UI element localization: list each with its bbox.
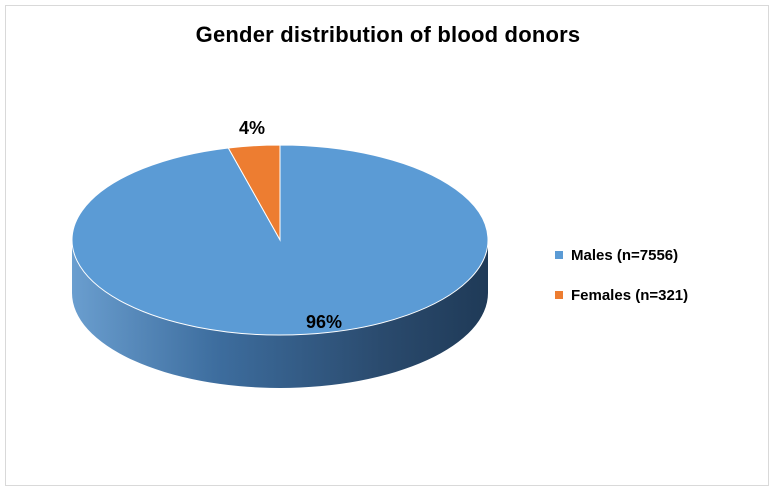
legend-item-females: Females (n=321): [555, 284, 688, 306]
data-label-females: 4%: [239, 118, 265, 138]
legend-swatch-males: [555, 251, 563, 259]
pie-slice-males: [71, 144, 489, 336]
legend-swatch-females: [555, 291, 563, 299]
legend: Males (n=7556) Females (n=321): [555, 244, 688, 324]
legend-label-females: Females (n=321): [571, 286, 689, 304]
data-label-males: 96%: [306, 312, 342, 332]
legend-label-males: Males (n=7556): [571, 246, 679, 264]
chart-title: Gender distribution of blood donors: [195, 22, 581, 47]
legend-item-males: Males (n=7556): [555, 244, 688, 266]
pie-side-wall: [72, 240, 488, 388]
